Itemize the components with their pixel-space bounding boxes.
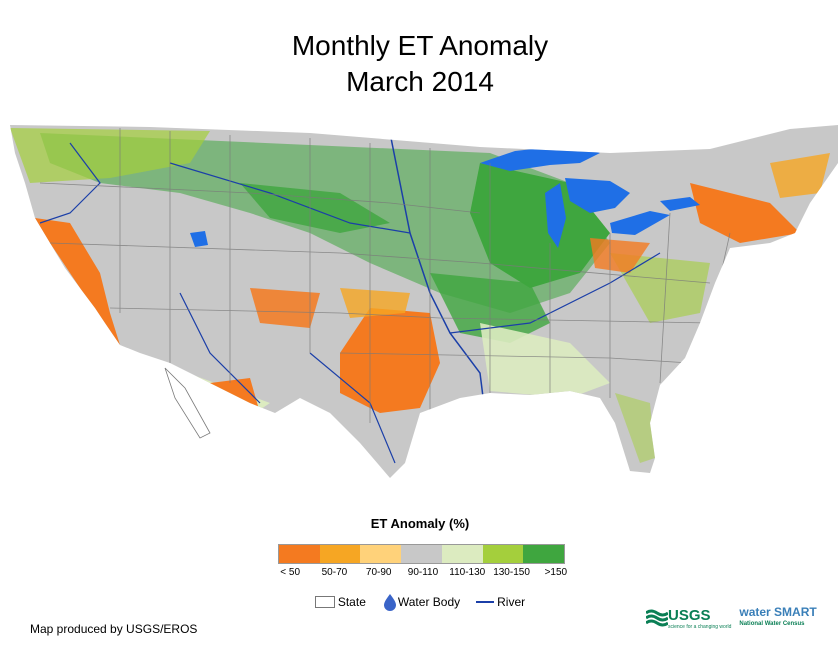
watersmart-logo: water SMART National Water Census xyxy=(739,606,816,630)
legend-swatch-50-70 xyxy=(319,545,361,563)
watersmart-text: water SMART xyxy=(739,605,817,619)
legend-swatch-130-150 xyxy=(482,545,524,563)
title-line-1: Monthly ET Anomaly xyxy=(291,30,549,61)
legend-label: 130-150 xyxy=(493,567,530,578)
usgs-tagline: science for a changing world xyxy=(668,623,732,630)
watersmart-tagline: National Water Census xyxy=(739,621,805,627)
usgs-text: USGS xyxy=(668,606,711,624)
legend-label: >150 xyxy=(544,567,568,578)
map-title: Monthly ET Anomaly March 2014 xyxy=(0,28,840,100)
river-label: River xyxy=(497,595,526,609)
credit-text: Map produced by USGS/EROS xyxy=(30,622,198,636)
legend-label: < 50 xyxy=(280,567,301,578)
legend-swatch-110-130 xyxy=(441,545,483,563)
river-line-icon xyxy=(476,601,495,603)
water-drop-icon xyxy=(383,594,396,611)
logos: USGS science for a changing world water … xyxy=(646,606,817,630)
legend-title: ET Anomaly (%) xyxy=(370,516,470,531)
state-label: State xyxy=(337,595,366,609)
legend-label: 90-110 xyxy=(407,567,439,578)
state-icon xyxy=(314,596,335,608)
river-legend-item: River xyxy=(476,595,525,609)
et-anomaly-map xyxy=(10,125,838,478)
legend-labels: < 50 50-70 70-90 90-110 110-130 130-150 … xyxy=(268,567,578,578)
usgs-logo: USGS science for a changing world xyxy=(646,607,731,630)
legend-swatch-lt50 xyxy=(279,545,320,563)
legend-label: 110-130 xyxy=(449,567,486,578)
water-body-label: Water Body xyxy=(397,595,461,609)
legend-label: 70-90 xyxy=(365,567,392,578)
legend-label: 50-70 xyxy=(321,567,348,578)
legend-swatch-70-90 xyxy=(360,545,402,563)
usgs-wave-icon xyxy=(646,609,668,627)
water-body-legend-item: Water Body xyxy=(382,593,460,611)
legend-color-bar xyxy=(278,544,565,564)
feature-legend: State Water Body River xyxy=(0,593,840,611)
state-legend-item: State xyxy=(314,595,366,609)
legend-swatch-90-110 xyxy=(401,545,442,563)
legend-swatch-gt150 xyxy=(523,545,565,563)
title-line-2: March 2014 xyxy=(346,66,494,97)
